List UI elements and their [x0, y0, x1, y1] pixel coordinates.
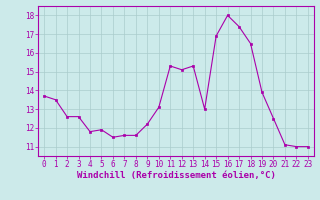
X-axis label: Windchill (Refroidissement éolien,°C): Windchill (Refroidissement éolien,°C) — [76, 171, 276, 180]
